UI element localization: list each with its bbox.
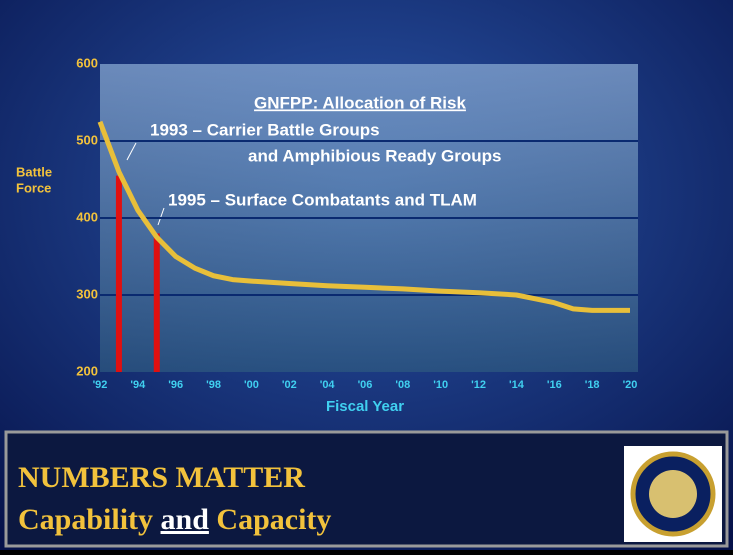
x-tick-label: '04	[320, 379, 336, 391]
emblem-center	[649, 470, 697, 518]
slide: GNFPP: Allocation of Risk 1993 – Carrier…	[0, 0, 733, 550]
x-tick-label: '96	[168, 379, 183, 391]
x-tick-label: '18	[585, 379, 600, 391]
footer-title: NUMBERS MATTER	[18, 461, 305, 494]
x-tick-label: '98	[206, 379, 221, 391]
footer-word: and	[161, 503, 210, 536]
x-axis-label: Fiscal Year	[326, 398, 404, 415]
y-axis-label: Force	[16, 180, 51, 195]
footer-word: Capacity	[216, 503, 331, 536]
y-tick-label: 400	[76, 209, 98, 224]
x-tick-label: '02	[282, 379, 297, 391]
x-tick-label: '20	[623, 379, 638, 391]
x-tick-label: '14	[509, 379, 525, 391]
x-tick-label: '00	[244, 379, 259, 391]
x-tick-label: '94	[130, 379, 146, 391]
annotation: and Amphibious Ready Groups	[248, 146, 501, 165]
x-tick-label: '92	[93, 379, 108, 391]
x-tick-label: '10	[433, 379, 448, 391]
risk-bar	[116, 176, 122, 372]
x-tick-label: '12	[471, 379, 486, 391]
footer-subtitle: Capability and Capacity	[18, 503, 331, 536]
y-tick-label: 500	[76, 132, 98, 147]
y-axis-label: Battle	[16, 164, 52, 179]
x-tick-label: '16	[547, 379, 562, 391]
annotation: 1995 – Surface Combatants and TLAM	[168, 190, 477, 209]
y-tick-label: 600	[76, 55, 98, 70]
y-tick-label: 200	[76, 363, 98, 378]
y-tick-label: 300	[76, 286, 98, 301]
footer-word: Capability	[18, 503, 153, 536]
x-tick-label: '08	[395, 379, 410, 391]
risk-bar	[154, 233, 160, 372]
annotation: 1993 – Carrier Battle Groups	[150, 120, 380, 139]
chart-title: GNFPP: Allocation of Risk	[254, 93, 466, 112]
x-tick-label: '06	[358, 379, 373, 391]
